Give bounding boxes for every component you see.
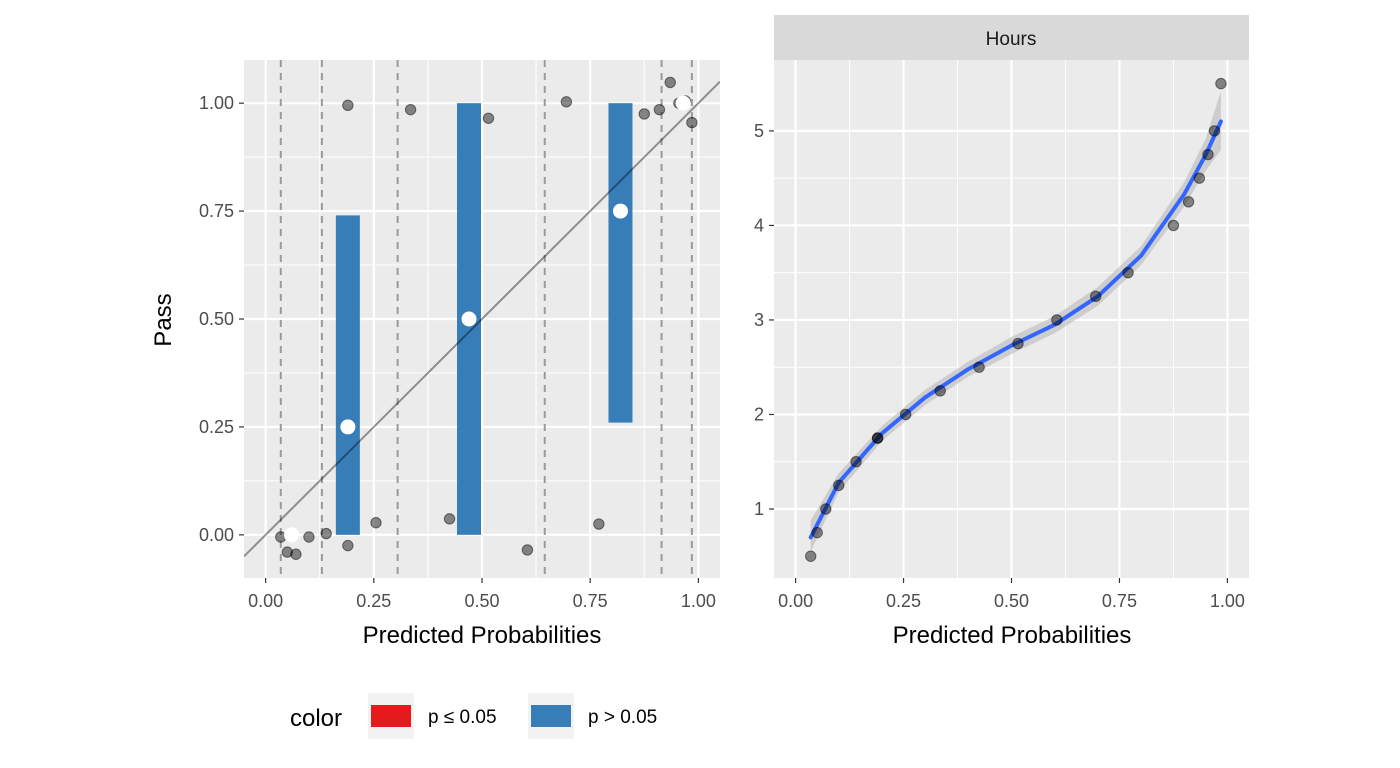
hours-data-point (1090, 290, 1102, 303)
hours-data-point (850, 456, 862, 468)
y-tick-label: 0.75 (199, 201, 234, 221)
observation-point (290, 548, 302, 560)
observation-point (521, 544, 534, 556)
observation-point (370, 517, 382, 529)
y-tick-label: 2 (754, 404, 764, 424)
y-tick-label: 0.00 (199, 525, 234, 545)
observation-point (638, 108, 650, 120)
calibration-panel: 0.00 0.25 0.50 0.75 1.00 0.00 0.25 0.50 0.75 1.00 (199, 60, 720, 611)
x-tick-label: 0.75 (1102, 591, 1137, 611)
left-x-axis-title: Predicted Probabilities (363, 622, 602, 649)
left-plot-area (244, 60, 720, 578)
x-tick-label: 0.25 (886, 591, 921, 611)
hours-data-point (1182, 196, 1195, 208)
hours-data-point (833, 479, 845, 492)
hours-data-point (820, 503, 832, 515)
bin-mean-point (675, 95, 691, 111)
legend-swatch-p-le-005 (371, 705, 411, 727)
observation-point (342, 539, 354, 552)
x-tick-label: 0.00 (248, 591, 283, 611)
hours-data-point (871, 432, 884, 444)
hours-data-point (1012, 337, 1024, 350)
y-tick-label: 1.00 (199, 93, 234, 113)
y-tick-label: 3 (754, 310, 764, 330)
observation-point (482, 112, 495, 124)
smooth-trend-line (808, 119, 1223, 540)
observation-point (303, 531, 315, 543)
observation-point (560, 96, 573, 108)
y-tick-label: 4 (754, 215, 764, 235)
observation-point (653, 103, 666, 116)
hours-data-point (1122, 266, 1134, 279)
x-tick-label: 1.00 (1210, 591, 1245, 611)
bin-mean-point (612, 203, 628, 219)
legend-swatch-p-gt-005 (531, 705, 571, 727)
observation-point (686, 116, 698, 129)
reference-diagonal-line (244, 80, 720, 558)
bin-mean-point (284, 527, 300, 543)
hours-data-point (1215, 77, 1227, 90)
facet-strip-label: Hours (986, 29, 1037, 50)
hours-data-point (973, 361, 985, 373)
observation-point (443, 513, 456, 525)
confidence-interval-bar (608, 103, 633, 423)
right-x-axis-title: Predicted Probabilities (893, 622, 1132, 649)
observation-point (320, 527, 332, 540)
hours-data-point (1051, 314, 1063, 326)
observation-point (664, 76, 676, 89)
bin-mean-point (340, 419, 356, 435)
x-tick-label: 0.25 (356, 591, 391, 611)
hours-data-point (900, 408, 912, 421)
y-tick-label: 1 (754, 499, 764, 519)
left-y-axis-title: Pass (150, 293, 177, 346)
x-tick-label: 0.00 (778, 591, 813, 611)
observation-point (342, 99, 354, 112)
hours-data-point (1202, 148, 1214, 161)
legend: color p ≤ 0.05 p > 0.05 (290, 693, 657, 739)
hours-data-point (1193, 172, 1206, 184)
legend-label-p-le-005: p ≤ 0.05 (428, 707, 497, 728)
hours-data-point (1208, 125, 1221, 137)
confidence-interval-bar (335, 215, 360, 535)
hours-data-point (934, 385, 946, 397)
observation-point (281, 546, 293, 558)
x-tick-label: 0.50 (994, 591, 1029, 611)
bin-mean-point (461, 311, 477, 327)
hours-data-point (805, 550, 817, 562)
observation-point (404, 103, 417, 116)
y-tick-label: 5 (754, 121, 764, 141)
hours-data-point (1167, 219, 1180, 232)
y-tick-label: 0.25 (199, 417, 234, 437)
legend-title: color (290, 705, 342, 732)
x-tick-label: 1.00 (681, 591, 716, 611)
hours-data-point (811, 526, 823, 539)
legend-label-p-gt-005: p > 0.05 (588, 707, 657, 728)
facet-strip (774, 15, 1249, 60)
x-tick-label: 0.50 (464, 591, 499, 611)
hours-panel: 0.00 0.25 0.50 0.75 1.00 1 2 3 4 5 (754, 60, 1249, 611)
x-tick-label: 0.75 (573, 591, 608, 611)
observation-point (593, 518, 605, 530)
y-tick-label: 0.50 (199, 309, 234, 329)
